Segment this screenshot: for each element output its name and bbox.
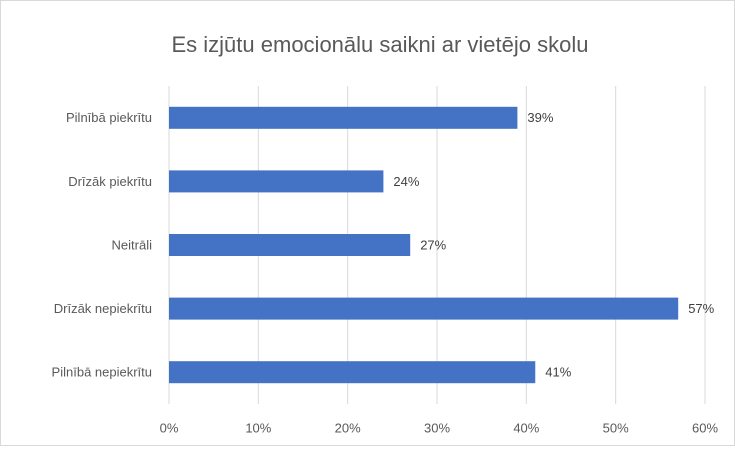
y-tick-label: Pilnībā nepiekrītu: [52, 365, 152, 380]
y-tick-label: Drīzāk piekrītu: [68, 174, 152, 189]
bar: [169, 297, 679, 320]
x-tick-label: 20%: [335, 420, 361, 435]
bar: [169, 170, 384, 193]
bar: [169, 106, 518, 129]
chart-title: Es izjūtu emocionālu saikni ar vietējo s…: [172, 32, 589, 57]
data-label: 27%: [420, 237, 446, 252]
y-tick-label: Pilnībā piekrītu: [66, 110, 152, 125]
data-label: 57%: [688, 301, 714, 316]
x-tick-label: 30%: [424, 420, 450, 435]
y-tick-label: Neitrāli: [112, 237, 153, 252]
y-tick-label: Drīzāk nepiekrītu: [54, 301, 152, 316]
data-label: 41%: [545, 365, 571, 380]
x-tick-label: 50%: [603, 420, 629, 435]
data-label: 39%: [527, 110, 553, 125]
data-label: 24%: [393, 174, 419, 189]
x-tick-label: 10%: [245, 420, 271, 435]
bar: [169, 361, 536, 384]
x-tick-label: 40%: [513, 420, 539, 435]
bar: [169, 234, 411, 256]
x-tick-label: 60%: [692, 420, 718, 435]
x-tick-label: 0%: [160, 420, 179, 435]
